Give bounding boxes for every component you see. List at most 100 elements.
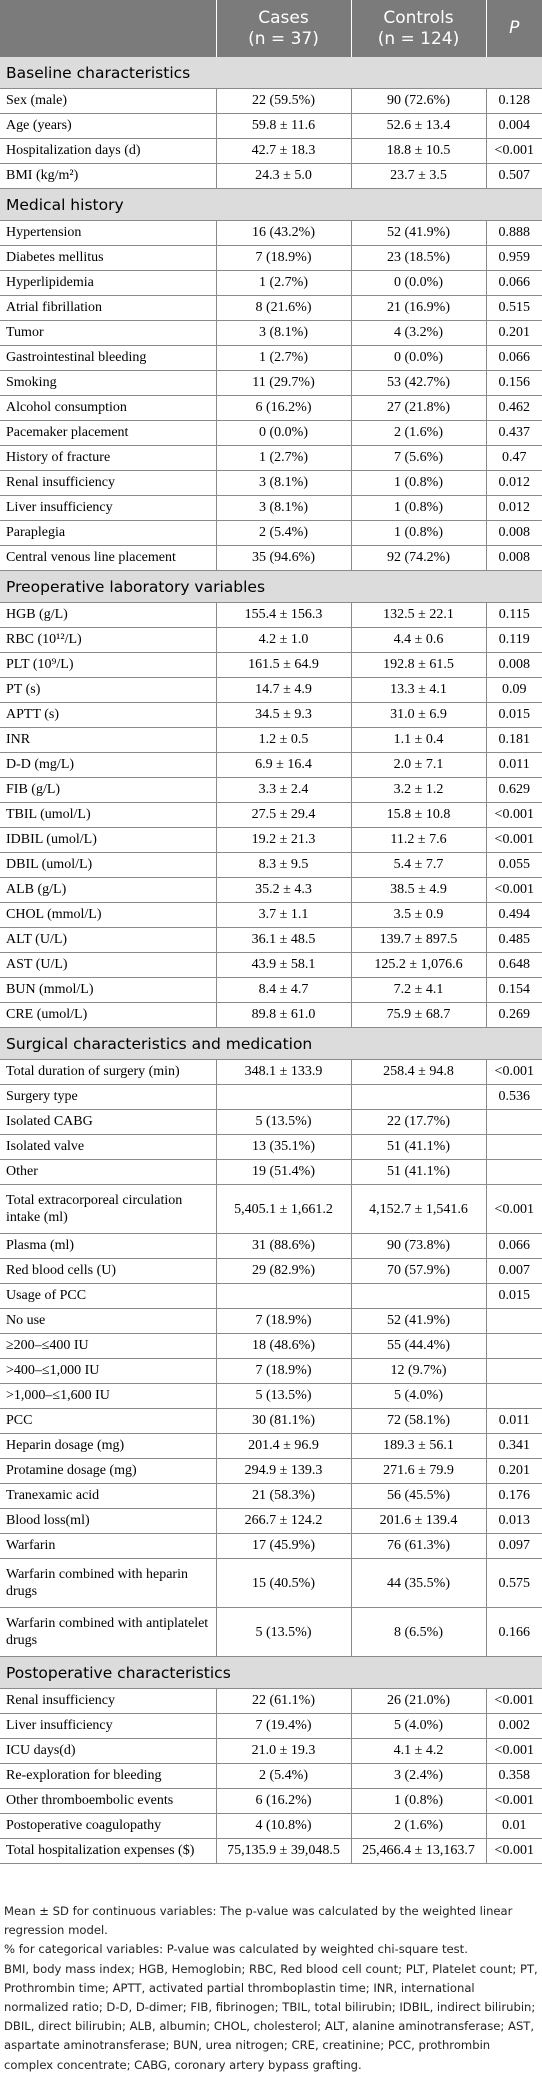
row-cases-value: 7 (18.9%) bbox=[215, 245, 351, 271]
row-cases-value: 2 (5.4%) bbox=[215, 520, 351, 546]
row-variable: Smoking bbox=[0, 370, 216, 396]
row-controls-value: 21 (16.9%) bbox=[350, 295, 486, 321]
row-cases-value: 19 (51.4%) bbox=[215, 1159, 351, 1185]
row-variable: Paraplegia bbox=[0, 520, 216, 546]
row-p-value: 0.181 bbox=[485, 727, 542, 753]
row-variable: HGB (g/L) bbox=[0, 602, 216, 628]
row-variable: Warfarin bbox=[0, 1533, 216, 1559]
row-controls-value: 51 (41.1%) bbox=[350, 1159, 486, 1185]
row-controls-value: 4 (3.2%) bbox=[350, 320, 486, 346]
row-controls-value: 3 (2.4%) bbox=[350, 1763, 486, 1789]
row-cases-value: 2 (5.4%) bbox=[215, 1763, 351, 1789]
row-controls-value: 7 (5.6%) bbox=[350, 445, 486, 471]
row-p-value: 0.015 bbox=[485, 702, 542, 728]
row-variable: RBC (10¹²/L) bbox=[0, 627, 216, 653]
section-header: Postoperative characteristics bbox=[0, 1656, 542, 1689]
row-p-value: 0.201 bbox=[485, 320, 542, 346]
row-cases-value: 3 (8.1%) bbox=[215, 320, 351, 346]
row-p-value: 0.002 bbox=[485, 1713, 542, 1739]
row-cases-value: 18 (48.6%) bbox=[215, 1333, 351, 1359]
header-cases-label: Cases bbox=[258, 7, 309, 28]
row-controls-value: 8 (6.5%) bbox=[350, 1607, 486, 1657]
table-container: Cases (n = 37) Controls (n = 124) P Base… bbox=[0, 0, 542, 1864]
row-p-value: 0.115 bbox=[485, 602, 542, 628]
row-variable: No use bbox=[0, 1308, 216, 1334]
row-variable: Total extracorporeal circulation intake … bbox=[0, 1184, 216, 1234]
row-controls-value: 23 (18.5%) bbox=[350, 245, 486, 271]
row-cases-value: 294.9 ± 139.3 bbox=[215, 1458, 351, 1484]
table-row: Age (years) 59.8 ± 11.6 52.6 ± 13.4 0.004 bbox=[0, 113, 542, 139]
row-controls-value: 5 (4.0%) bbox=[350, 1383, 486, 1409]
row-variable: Other bbox=[0, 1159, 216, 1185]
row-variable: Gastrointestinal bleeding bbox=[0, 345, 216, 371]
row-controls-value: 26 (21.0%) bbox=[350, 1688, 486, 1714]
row-cases-value: 5 (13.5%) bbox=[215, 1607, 351, 1657]
table-row: Pacemaker placement 0 (0.0%) 2 (1.6%) 0.437 bbox=[0, 420, 542, 446]
row-variable: Isolated CABG bbox=[0, 1109, 216, 1135]
row-variable: CRE (umol/L) bbox=[0, 1002, 216, 1028]
row-cases-value: 266.7 ± 124.2 bbox=[215, 1508, 351, 1534]
row-cases-value: 43.9 ± 58.1 bbox=[215, 952, 351, 978]
row-p-value: 0.176 bbox=[485, 1483, 542, 1509]
table-row: Diabetes mellitus 7 (18.9%) 23 (18.5%) 0.95… bbox=[0, 245, 542, 271]
table-row: Heparin dosage (mg) 201.4 ± 96.9 189.3 ± 5… bbox=[0, 1433, 542, 1459]
row-p-value: 0.154 bbox=[485, 977, 542, 1003]
row-variable: FIB (g/L) bbox=[0, 777, 216, 803]
row-controls-value: 55 (44.4%) bbox=[350, 1333, 486, 1359]
row-cases-value: 15 (40.5%) bbox=[215, 1558, 351, 1608]
table-row: Hospitalization days (d) 42.7 ± 18.3 18.8 … bbox=[0, 138, 542, 164]
row-controls-value: 75.9 ± 68.7 bbox=[350, 1002, 486, 1028]
row-variable: BMI (kg/m²) bbox=[0, 163, 216, 189]
row-cases-value: 30 (81.1%) bbox=[215, 1408, 351, 1434]
row-variable: Red blood cells (U) bbox=[0, 1258, 216, 1284]
table-row: Tumor 3 (8.1%) 4 (3.2%) 0.201 bbox=[0, 320, 542, 346]
table-row: No use 7 (18.9%) 52 (41.9%) bbox=[0, 1308, 542, 1334]
table-row: DBIL (umol/L) 8.3 ± 9.5 5.4 ± 7.7 0.055 bbox=[0, 852, 542, 878]
row-cases-value: 16 (43.2%) bbox=[215, 220, 351, 246]
row-controls-value: 4,152.7 ± 1,541.6 bbox=[350, 1184, 486, 1234]
row-variable: >1,000–≤1,600 IU bbox=[0, 1383, 216, 1409]
row-variable: Isolated valve bbox=[0, 1134, 216, 1160]
row-controls-value: 192.8 ± 61.5 bbox=[350, 652, 486, 678]
table-row: Hyperlipidemia 1 (2.7%) 0 (0.0%) 0.066 bbox=[0, 270, 542, 296]
row-p-value: <0.001 bbox=[485, 1184, 542, 1234]
table-footnotes: Mean ± SD for continuous variables: The … bbox=[4, 1902, 538, 2075]
row-controls-value: 76 (61.3%) bbox=[350, 1533, 486, 1559]
table-header: Cases (n = 37) Controls (n = 124) P bbox=[0, 0, 542, 57]
row-p-value: 0.629 bbox=[485, 777, 542, 803]
row-variable: Protamine dosage (mg) bbox=[0, 1458, 216, 1484]
row-cases-value: 8.3 ± 9.5 bbox=[215, 852, 351, 878]
row-p-value: <0.001 bbox=[485, 1738, 542, 1764]
row-p-value: 0.097 bbox=[485, 1533, 542, 1559]
row-variable: PCC bbox=[0, 1408, 216, 1434]
row-cases-value: 13 (35.1%) bbox=[215, 1134, 351, 1160]
row-variable: Re-exploration for bleeding bbox=[0, 1763, 216, 1789]
row-variable: Hospitalization days (d) bbox=[0, 138, 216, 164]
table-row: HGB (g/L) 155.4 ± 156.3 132.5 ± 22.1 0.115 bbox=[0, 602, 542, 628]
row-cases-value: 4 (10.8%) bbox=[215, 1813, 351, 1839]
row-controls-value: 125.2 ± 1,076.6 bbox=[350, 952, 486, 978]
row-variable: Usage of PCC bbox=[0, 1283, 216, 1309]
table-row: Other 19 (51.4%) 51 (41.1%) bbox=[0, 1159, 542, 1185]
table-row: Postoperative coagulopathy 4 (10.8%) 2 (1.… bbox=[0, 1813, 542, 1839]
table-row: Isolated CABG 5 (13.5%) 22 (17.7%) bbox=[0, 1109, 542, 1135]
row-p-value: 0.09 bbox=[485, 677, 542, 703]
section-header: Surgical characteristics and medication bbox=[0, 1027, 542, 1060]
row-cases-value: 31 (88.6%) bbox=[215, 1233, 351, 1259]
section-header: Baseline characteristics bbox=[0, 57, 542, 89]
table-row: >400–≤1,000 IU 7 (18.9%) 12 (9.7%) bbox=[0, 1358, 542, 1384]
table-row: IDBIL (umol/L) 19.2 ± 21.3 11.2 ± 7.6 <0.00… bbox=[0, 827, 542, 853]
table-row: Tranexamic acid 21 (58.3%) 56 (45.5%) 0.176 bbox=[0, 1483, 542, 1509]
header-controls-n: (n = 124) bbox=[377, 28, 460, 49]
row-controls-value: 52 (41.9%) bbox=[350, 220, 486, 246]
row-p-value: 0.485 bbox=[485, 927, 542, 953]
table-row: Total hospitalization expenses ($) 75,135… bbox=[0, 1838, 542, 1864]
table-row: D-D (mg/L) 6.9 ± 16.4 2.0 ± 7.1 0.011 bbox=[0, 752, 542, 778]
row-cases-value: 6 (16.2%) bbox=[215, 395, 351, 421]
table-row: PT (s) 14.7 ± 4.9 13.3 ± 4.1 0.09 bbox=[0, 677, 542, 703]
row-cases-value: 89.8 ± 61.0 bbox=[215, 1002, 351, 1028]
row-p-value: 0.01 bbox=[485, 1813, 542, 1839]
row-cases-value: 75,135.9 ± 39,048.5 bbox=[215, 1838, 351, 1864]
row-controls-value bbox=[350, 1283, 486, 1309]
row-controls-value: 1 (0.8%) bbox=[350, 470, 486, 496]
